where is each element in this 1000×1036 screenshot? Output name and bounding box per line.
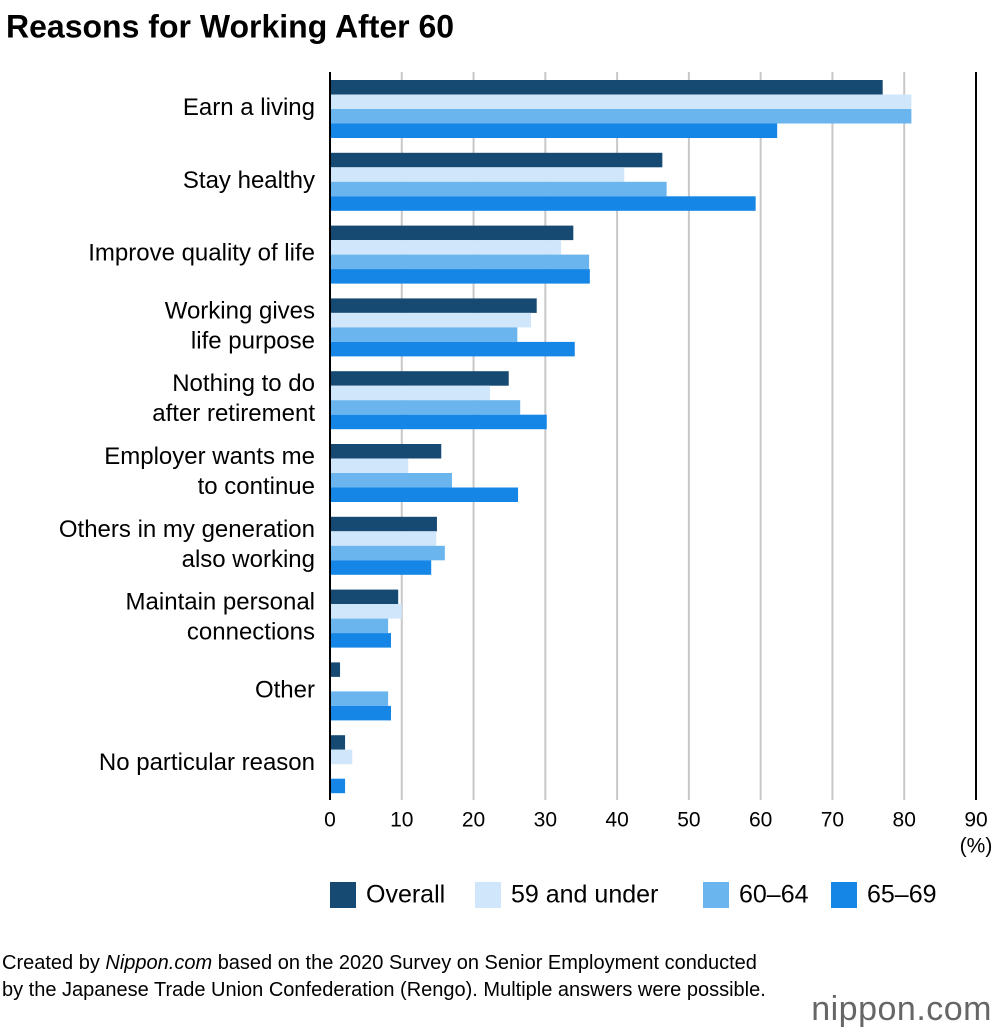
x-tick-label: 80: [893, 809, 916, 832]
bar: [330, 327, 518, 342]
bar: [330, 778, 346, 794]
bar: [330, 458, 409, 473]
chart: Reasons for Working After 60 0 10 20 30 40 50…: [6, 8, 993, 909]
category-label: Others in my generation also working: [59, 516, 315, 573]
x-tick-label: 0: [324, 809, 336, 832]
x-tick-label: 40: [605, 809, 628, 832]
x-tick-label: 90: [964, 809, 987, 832]
source-italic: Nippon.com: [105, 952, 213, 974]
category-label: Maintain personal connections: [126, 589, 315, 646]
bar: [330, 385, 491, 401]
bar: [330, 240, 562, 255]
bar: [330, 473, 453, 488]
category-label: No particular reason: [99, 750, 315, 777]
legend-label: 65–69: [867, 881, 937, 909]
source-rest: based on the 2020 Survey on Senior Emplo…: [2, 952, 766, 1001]
x-tick-label: 70: [821, 809, 844, 832]
bar: [330, 618, 389, 634]
category-label: Employer wants me to continue: [104, 443, 315, 500]
x-tick-label: 20: [462, 809, 485, 832]
category-label: Nothing to do after retirement: [152, 371, 315, 428]
category-label: Earn a living: [183, 94, 315, 121]
category-label: Improve quality of life: [88, 240, 315, 267]
bar: [330, 560, 432, 575]
x-tick-label: 50: [677, 809, 700, 832]
legend-label: 60–64: [739, 881, 809, 909]
bar: [330, 589, 399, 605]
bar: [330, 80, 883, 95]
bar: [330, 123, 778, 138]
chart-title: Reasons for Working After 60: [6, 8, 454, 44]
x-unit: (%): [960, 835, 993, 858]
bar: [330, 444, 442, 459]
legend-swatch: [703, 882, 729, 908]
source-prefix: Created by: [2, 952, 100, 974]
bar: [330, 167, 625, 182]
category-label: Other: [255, 677, 315, 704]
bar: [330, 531, 437, 546]
bar: [330, 254, 590, 270]
bar: [330, 400, 521, 415]
legend-swatch: [831, 882, 857, 908]
category-label: Working gives life purpose: [165, 298, 315, 355]
bar: [330, 94, 912, 109]
x-tick-label: 60: [749, 809, 772, 832]
bar: [330, 604, 402, 619]
bar: [330, 196, 756, 211]
bar: [330, 735, 346, 750]
legend-swatch: [330, 882, 356, 908]
bar: [330, 225, 574, 241]
bar: [330, 341, 575, 357]
bar: [330, 181, 667, 197]
x-tick-label: 10: [390, 809, 413, 832]
bar: [330, 705, 392, 721]
bar: [330, 312, 531, 328]
bar: [330, 749, 353, 765]
bar: [330, 152, 663, 168]
bar: [330, 487, 519, 502]
legend-swatch: [475, 882, 501, 908]
bar: [330, 414, 547, 430]
bar: [330, 516, 437, 532]
bar: [330, 545, 445, 561]
bar: [330, 298, 537, 313]
x-tick-label: 30: [534, 809, 557, 832]
bar: [330, 633, 392, 648]
logo: nippon.com: [811, 990, 992, 1028]
bar: [330, 662, 341, 677]
legend-label: 59 and under: [511, 881, 658, 909]
bar: [330, 371, 509, 386]
legend-label: Overall: [366, 881, 445, 909]
source-note: Created by Nippon.com based on the 2020 …: [2, 950, 772, 1004]
bar: [330, 691, 389, 706]
bar: [330, 109, 912, 124]
category-label: Stay healthy: [183, 167, 315, 194]
bar: [330, 269, 590, 284]
